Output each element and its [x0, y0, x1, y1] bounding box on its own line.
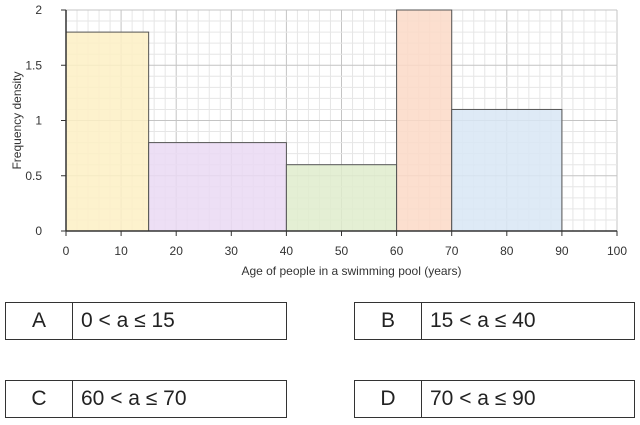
x-tick-label: 90	[555, 244, 569, 258]
y-tick-label: 0.5	[25, 169, 42, 183]
bar-1	[65, 31, 150, 232]
x-tick-label: 100	[607, 244, 627, 258]
option-b[interactable]: B 15 < a ≤ 40	[354, 302, 635, 340]
y-tick-label: 1.5	[25, 58, 42, 72]
x-tick-label: 40	[280, 244, 294, 258]
option-c-letter: C	[6, 381, 73, 417]
option-b-letter: B	[355, 303, 422, 339]
x-axis-label: Age of people in a swimming pool (years)	[241, 264, 461, 278]
y-axis-label: Frequency density	[10, 71, 24, 169]
y-tick-label: 1	[35, 114, 42, 128]
option-d-letter: D	[355, 381, 422, 417]
option-c[interactable]: C 60 < a ≤ 70	[5, 380, 287, 418]
x-tick-label: 80	[500, 244, 514, 258]
option-d-text: 70 < a ≤ 90	[430, 387, 536, 410]
bar-3	[285, 164, 398, 232]
x-tick-label: 70	[445, 244, 459, 258]
x-tick-label: 60	[390, 244, 404, 258]
bar-5	[451, 108, 563, 232]
y-tick-label: 0	[35, 224, 42, 238]
option-c-text: 60 < a ≤ 70	[81, 387, 187, 410]
option-d[interactable]: D 70 < a ≤ 90	[354, 380, 635, 418]
bar-2	[148, 142, 287, 232]
option-a-text: 0 < a ≤ 15	[81, 309, 175, 332]
x-tick-label: 20	[170, 244, 184, 258]
bar-4	[396, 9, 453, 232]
option-a[interactable]: A 0 < a ≤ 15	[5, 302, 287, 340]
histogram-svg: 0 10 20 30 40 50 60 70 80 90 100 0 0.5 1 1.5 2 Age of pe…	[10, 3, 627, 278]
x-tick-label: 10	[114, 244, 128, 258]
option-b-text: 15 < a ≤ 40	[430, 309, 536, 332]
option-a-letter: A	[6, 303, 73, 339]
histogram-chart: 0 10 20 30 40 50 60 70 80 90 100 0 0.5 1 1.5 2 Age of pe…	[10, 3, 627, 278]
x-tick-label: 0	[63, 244, 70, 258]
y-tick-label: 2	[35, 3, 42, 17]
x-tick-label: 30	[225, 244, 239, 258]
x-tick-label: 50	[335, 244, 349, 258]
